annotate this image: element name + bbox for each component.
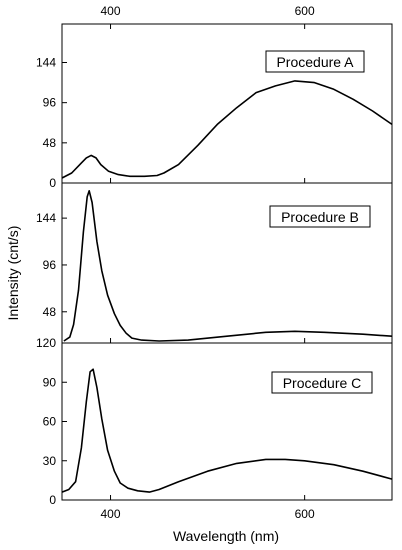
panel-procedure-b: 48 96 144 Procedure B <box>36 182 393 344</box>
legend-label: Procedure C <box>283 375 362 391</box>
y-tick-label: 30 <box>43 454 57 468</box>
x-tick-label: 400 <box>101 507 121 521</box>
y-tick-label: 48 <box>43 136 57 150</box>
legend-box <box>265 50 365 73</box>
y-tick-label: 120 <box>36 336 56 350</box>
y-tick-label: 96 <box>43 258 57 272</box>
y-tick-label: 0 <box>49 176 56 190</box>
shared-axes: 400 600 400 600 <box>101 4 315 521</box>
panel-procedure-a: 0 48 96 144 Procedure A <box>36 23 393 190</box>
legend-box <box>271 371 373 394</box>
y-tick-label: 144 <box>36 211 56 225</box>
y-tick-label: 60 <box>43 415 57 429</box>
series-line <box>63 190 393 342</box>
y-tick-label: 96 <box>43 96 57 110</box>
y-axis-title: Intensity (cnt/s) <box>5 226 21 321</box>
top-x-tick-label: 400 <box>101 4 121 18</box>
legend-label: Procedure A <box>276 54 354 70</box>
panel-procedure-c: 0 30 60 90 120 Procedure C <box>36 336 393 507</box>
y-tick-label: 48 <box>43 305 57 319</box>
x-axis-title: Wavelength (nm) <box>173 528 279 544</box>
y-tick-label: 90 <box>43 375 57 389</box>
panel-frame <box>61 23 393 184</box>
panel-frame <box>61 342 393 501</box>
y-tick-label: 0 <box>49 493 56 507</box>
series-line <box>61 368 393 493</box>
top-x-tick-label: 600 <box>295 4 315 18</box>
series-line <box>61 80 393 179</box>
legend-box <box>269 205 371 228</box>
legend-label: Procedure B <box>281 209 359 225</box>
x-tick-label: 600 <box>295 507 315 521</box>
y-tick-label: 144 <box>36 55 56 69</box>
